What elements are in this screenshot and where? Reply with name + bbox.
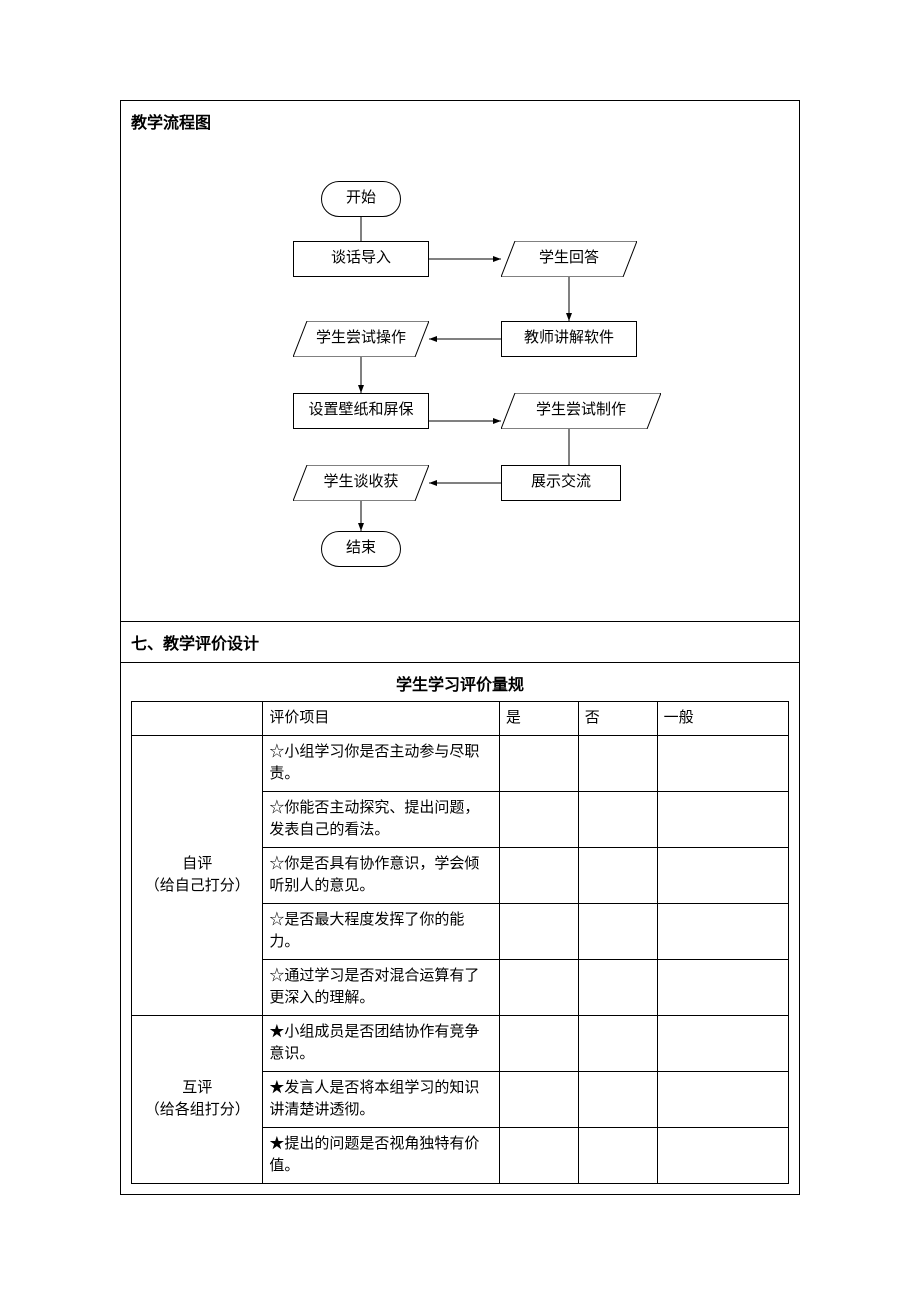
flow-node-tryop: 学生尝试操作 — [293, 321, 429, 357]
header-cell: 评价项目 — [263, 702, 500, 736]
option-cell — [657, 847, 788, 903]
option-cell — [657, 959, 788, 1015]
option-cell — [499, 903, 578, 959]
header-cell: 是 — [499, 702, 578, 736]
flowchart-diagram: 开始谈话导入 学生回答学生尝试操作 教师讲解软件设置壁纸和屏保 学生尝试制作学生谈收获… — [121, 141, 799, 621]
item-cell: ★提出的问题是否视角独特有价值。 — [263, 1127, 500, 1183]
option-cell — [657, 735, 788, 791]
item-cell: ☆你能否主动探究、提出问题，发表自己的看法。 — [263, 791, 500, 847]
option-cell — [657, 1071, 788, 1127]
option-cell — [578, 1071, 657, 1127]
table-row: 互评（给各组打分）★小组成员是否团结协作有竞争意识。 — [132, 1015, 789, 1071]
option-cell — [578, 903, 657, 959]
item-cell: ☆小组学习你是否主动参与尽职责。 — [263, 735, 500, 791]
flow-node-setwp: 设置壁纸和屏保 — [293, 393, 429, 429]
flow-node-label: 学生回答 — [539, 249, 599, 269]
option-cell — [578, 1015, 657, 1071]
option-cell — [499, 847, 578, 903]
item-cell: ☆你是否具有协作意识，学会倾听别人的意见。 — [263, 847, 500, 903]
item-cell: ☆通过学习是否对混合运算有了更深入的理解。 — [263, 959, 500, 1015]
flowchart-section-title: 教学流程图 — [121, 101, 799, 141]
category-cell: 互评（给各组打分） — [132, 1015, 263, 1183]
option-cell — [499, 959, 578, 1015]
header-cell: 一般 — [657, 702, 788, 736]
option-cell — [499, 1071, 578, 1127]
flow-node-label: 学生谈收获 — [323, 473, 398, 493]
table-header-row: 评价项目是否一般 — [132, 702, 789, 736]
item-cell: ★发言人是否将本组学习的知识讲清楚讲透彻。 — [263, 1071, 500, 1127]
option-cell — [578, 959, 657, 1015]
option-cell — [657, 791, 788, 847]
flow-node-label: 学生尝试制作 — [536, 401, 626, 421]
option-cell — [657, 1127, 788, 1183]
flow-node-explain: 教师讲解软件 — [501, 321, 637, 357]
option-cell — [657, 1015, 788, 1071]
item-cell: ☆是否最大程度发挥了你的能力。 — [263, 903, 500, 959]
option-cell — [657, 903, 788, 959]
flow-node-trymake: 学生尝试制作 — [501, 393, 661, 429]
option-cell — [499, 791, 578, 847]
option-cell — [578, 847, 657, 903]
option-cell — [499, 1015, 578, 1071]
rubric-title: 学生学习评价量规 — [131, 663, 789, 701]
option-cell — [578, 1127, 657, 1183]
flow-node-intro: 谈话导入 — [293, 241, 429, 277]
flow-node-label: 学生尝试操作 — [316, 329, 406, 349]
item-cell: ★小组成员是否团结协作有竞争意识。 — [263, 1015, 500, 1071]
flow-node-gain: 学生谈收获 — [293, 465, 429, 501]
option-cell — [578, 791, 657, 847]
flow-node-show: 展示交流 — [501, 465, 621, 501]
flow-node-end: 结束 — [321, 531, 401, 567]
header-blank — [132, 702, 263, 736]
header-cell: 否 — [578, 702, 657, 736]
rubric-section: 学生学习评价量规 评价项目是否一般自评（给自己打分）☆小组学习你是否主动参与尽职… — [121, 663, 799, 1194]
flow-node-answer: 学生回答 — [501, 241, 637, 277]
table-row: 自评（给自己打分）☆小组学习你是否主动参与尽职责。 — [132, 735, 789, 791]
option-cell — [499, 1127, 578, 1183]
option-cell — [578, 735, 657, 791]
document-frame: 教学流程图 开始谈话导入 学生回答学生尝试操作 教师讲解软件设置壁纸和屏保 学生尝试制… — [120, 100, 800, 1195]
section-7-title: 七、教学评价设计 — [131, 630, 789, 654]
option-cell — [499, 735, 578, 791]
flow-node-start: 开始 — [321, 181, 401, 217]
rubric-table: 评价项目是否一般自评（给自己打分）☆小组学习你是否主动参与尽职责。☆你能否主动探… — [131, 701, 789, 1184]
category-cell: 自评（给自己打分） — [132, 735, 263, 1015]
